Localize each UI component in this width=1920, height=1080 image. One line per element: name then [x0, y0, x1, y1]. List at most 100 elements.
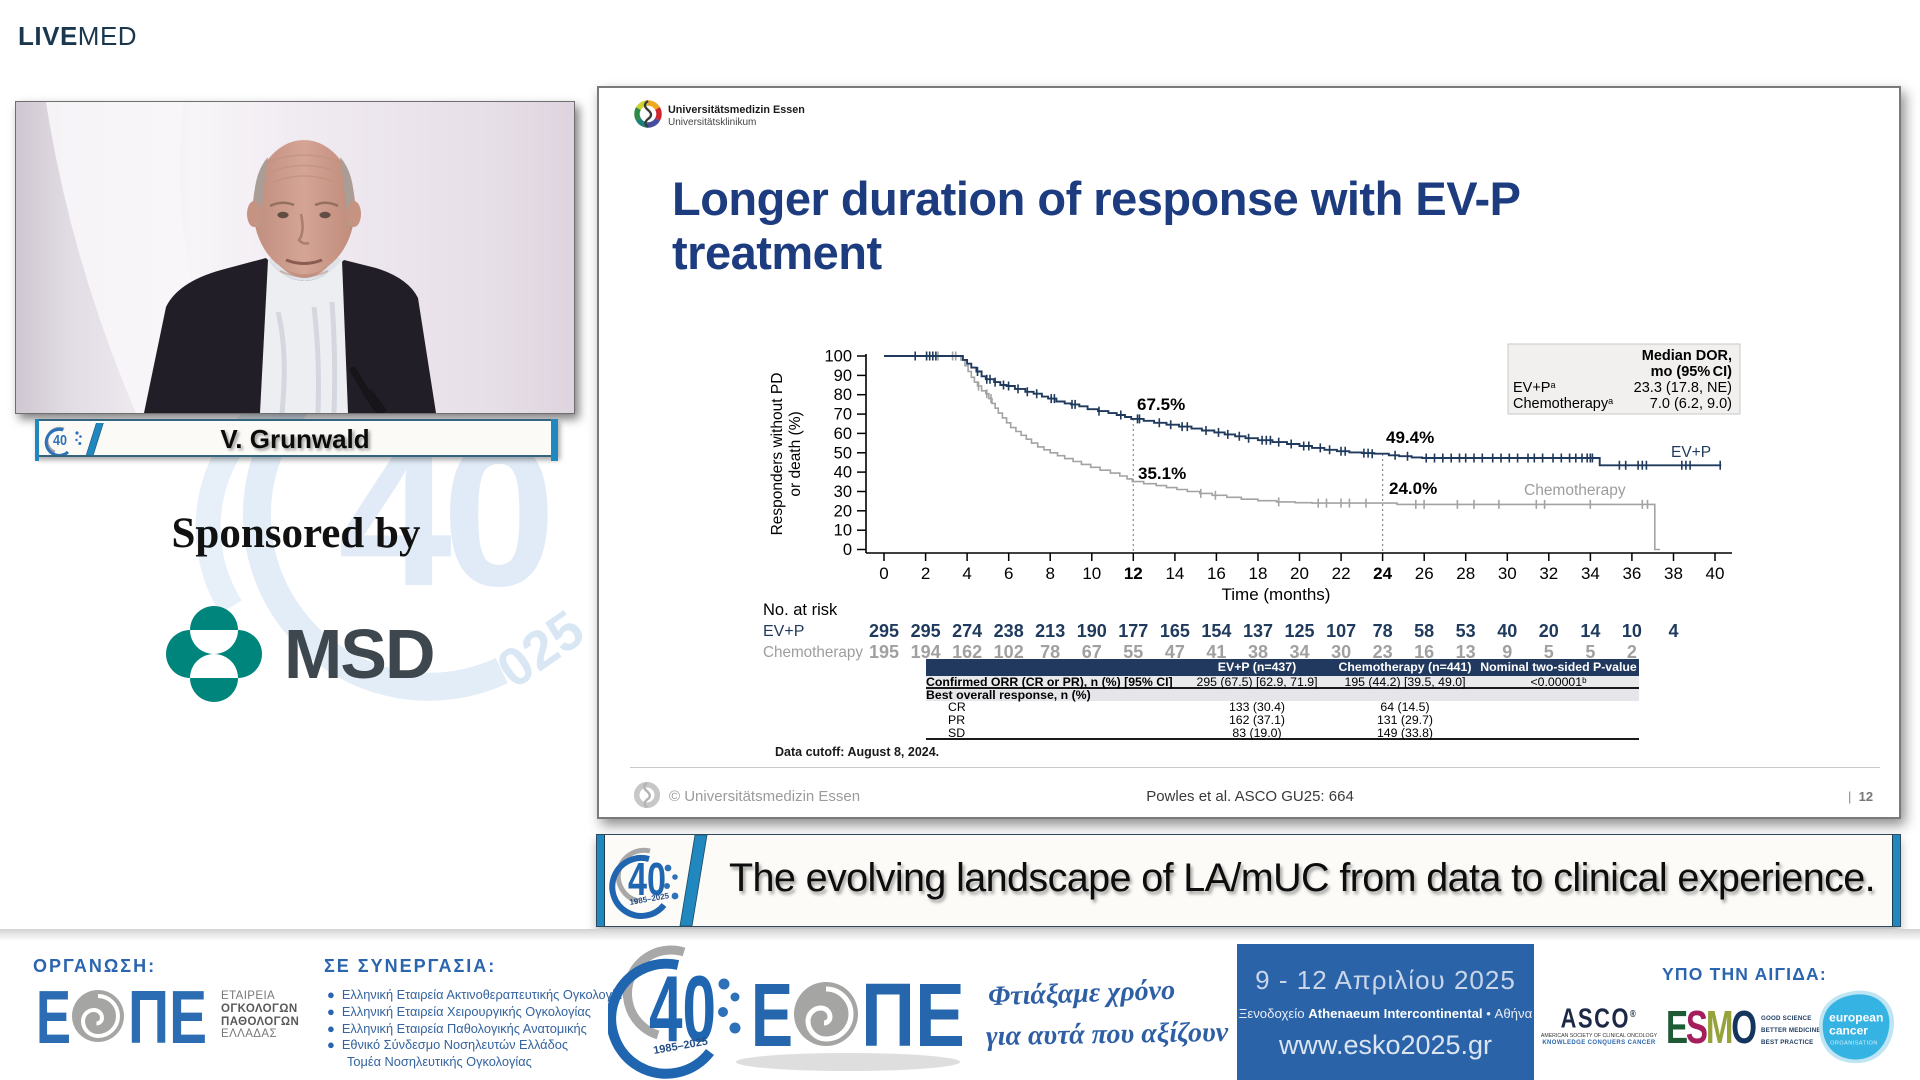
svg-text:0: 0 — [879, 564, 888, 583]
svg-text:16: 16 — [1414, 642, 1434, 662]
svg-text:41: 41 — [1206, 642, 1226, 662]
svg-text:295: 295 — [869, 621, 899, 641]
svg-text:Chemotherapy: Chemotherapy — [763, 644, 863, 661]
svg-text:165: 165 — [1160, 621, 1190, 641]
svg-text:67.5%: 67.5% — [1137, 395, 1185, 414]
svg-text:Chemotherapy: Chemotherapy — [1524, 482, 1626, 499]
svg-text:125: 125 — [1284, 621, 1314, 641]
svg-text:78: 78 — [1040, 642, 1060, 662]
svg-text:60: 60 — [834, 425, 852, 443]
svg-text:EV+P: EV+P — [1671, 444, 1711, 461]
svg-text:ORGANISATION: ORGANISATION — [1830, 1041, 1878, 1047]
svg-text:6: 6 — [1004, 564, 1013, 583]
svg-text:10: 10 — [1622, 621, 1642, 641]
svg-text:195: 195 — [869, 642, 899, 662]
svg-text:EV+P: EV+P — [763, 623, 804, 640]
svg-text:9: 9 — [1502, 642, 1512, 662]
svg-text:295: 295 — [911, 621, 941, 641]
svg-text:177: 177 — [1118, 621, 1148, 641]
svg-text:49.4%: 49.4% — [1386, 428, 1434, 447]
svg-text:Median DOR,: Median DOR, — [1642, 348, 1732, 364]
svg-text:53: 53 — [1456, 621, 1476, 641]
svg-text:MSD: MSD — [284, 615, 434, 693]
svg-text:cancer: cancer — [1829, 1023, 1868, 1037]
svg-text:8: 8 — [1045, 564, 1054, 583]
svg-text:102: 102 — [994, 642, 1024, 662]
svg-text:23: 23 — [1373, 642, 1393, 662]
svg-text:40: 40 — [1706, 564, 1725, 583]
svg-text:90: 90 — [834, 367, 852, 385]
svg-text:40: 40 — [649, 956, 716, 1061]
svg-text:or death (%): or death (%) — [787, 411, 804, 496]
svg-text:18: 18 — [1249, 564, 1268, 583]
svg-text:38: 38 — [1664, 564, 1683, 583]
svg-text:10: 10 — [834, 522, 852, 540]
svg-text:EV+Pa: EV+Pa — [1513, 380, 1556, 396]
svg-text:4: 4 — [1668, 621, 1678, 641]
svg-text:274: 274 — [952, 621, 982, 641]
svg-text:32: 32 — [1539, 564, 1558, 583]
svg-text:european: european — [1829, 1010, 1883, 1024]
svg-text:14: 14 — [1165, 564, 1184, 583]
svg-text:Responders without PD: Responders without PD — [769, 373, 786, 536]
svg-text:137: 137 — [1243, 621, 1273, 641]
svg-text:7.0 (6.2, 9.0): 7.0 (6.2, 9.0) — [1650, 396, 1732, 412]
svg-text:ΠΕ: ΠΕ — [861, 966, 965, 1066]
svg-text:238: 238 — [994, 621, 1024, 641]
svg-text:34: 34 — [1581, 564, 1600, 583]
svg-text:5: 5 — [1544, 642, 1554, 662]
svg-text:28: 28 — [1456, 564, 1475, 583]
svg-text:58: 58 — [1414, 621, 1434, 641]
svg-text:23.3 (17.8, NE): 23.3 (17.8, NE) — [1634, 380, 1732, 396]
svg-text:34: 34 — [1289, 642, 1309, 662]
svg-text:40: 40 — [834, 464, 852, 482]
svg-text:20: 20 — [1539, 621, 1559, 641]
svg-text:30: 30 — [1498, 564, 1517, 583]
svg-text:mo (95% CI): mo (95% CI) — [1651, 364, 1733, 380]
svg-text:16: 16 — [1207, 564, 1226, 583]
svg-text:70: 70 — [834, 406, 852, 424]
svg-text:Ε: Ε — [36, 985, 71, 1055]
svg-text:No. at risk: No. at risk — [763, 601, 838, 619]
svg-text:Ε: Ε — [751, 966, 793, 1066]
svg-text:38: 38 — [1248, 642, 1268, 662]
svg-text:162: 162 — [952, 642, 982, 662]
svg-text:67: 67 — [1082, 642, 1102, 662]
svg-text:55: 55 — [1123, 642, 1143, 662]
svg-text:50: 50 — [834, 444, 852, 462]
svg-text:Chemotherapya: Chemotherapya — [1513, 396, 1613, 412]
svg-text:20: 20 — [1290, 564, 1309, 583]
svg-text:213: 213 — [1035, 621, 1065, 641]
svg-text:4: 4 — [962, 564, 971, 583]
svg-text:24: 24 — [1373, 564, 1392, 583]
svg-text:2: 2 — [1627, 642, 1637, 662]
svg-text:5: 5 — [1585, 642, 1595, 662]
svg-text:20: 20 — [834, 502, 852, 520]
svg-text:47: 47 — [1165, 642, 1185, 662]
svg-text:35.1%: 35.1% — [1138, 464, 1186, 483]
svg-text:10: 10 — [1082, 564, 1101, 583]
svg-text:0: 0 — [843, 541, 852, 559]
svg-text:13: 13 — [1456, 642, 1476, 662]
svg-text:30: 30 — [834, 483, 852, 501]
svg-text:154: 154 — [1201, 621, 1231, 641]
svg-text:194: 194 — [911, 642, 941, 662]
svg-text:12: 12 — [1124, 564, 1143, 583]
svg-text:22: 22 — [1332, 564, 1351, 583]
svg-text:ΠΕ: ΠΕ — [128, 985, 207, 1055]
svg-text:24.0%: 24.0% — [1389, 479, 1437, 498]
svg-text:80: 80 — [834, 386, 852, 404]
svg-text:40: 40 — [1497, 621, 1517, 641]
svg-text:40: 40 — [628, 853, 666, 905]
svg-text:36: 36 — [1622, 564, 1641, 583]
svg-text:2: 2 — [921, 564, 930, 583]
svg-text:100: 100 — [824, 348, 852, 366]
svg-text:14: 14 — [1580, 621, 1600, 641]
svg-text:30: 30 — [1331, 642, 1351, 662]
svg-text:26: 26 — [1415, 564, 1434, 583]
svg-text:Time (months): Time (months) — [1222, 585, 1331, 604]
svg-text:190: 190 — [1077, 621, 1107, 641]
svg-text:107: 107 — [1326, 621, 1356, 641]
svg-text:78: 78 — [1373, 621, 1393, 641]
svg-text:40: 40 — [53, 432, 67, 449]
